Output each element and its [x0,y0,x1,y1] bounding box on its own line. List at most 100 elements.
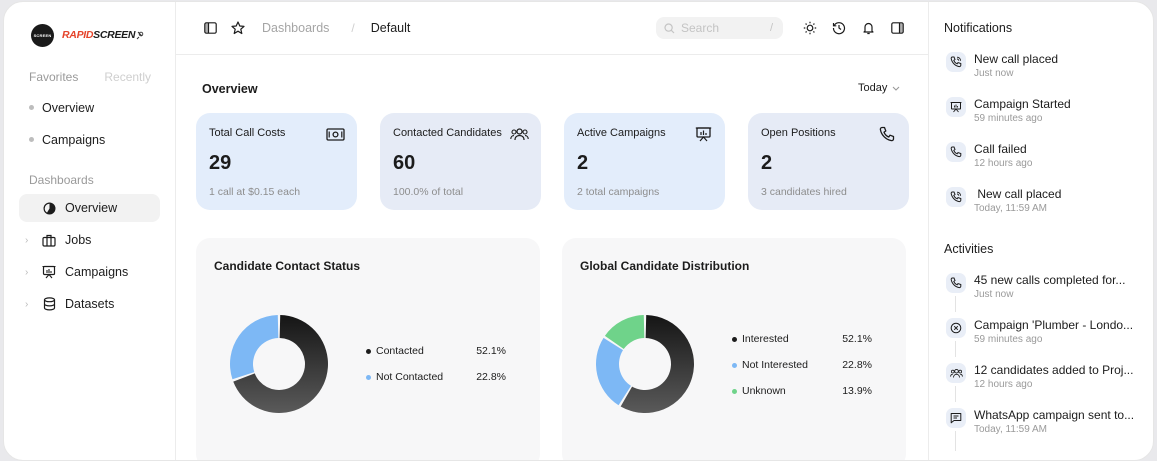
donut-slice-not-interested[interactable] [596,337,631,406]
sidebar-item-label: Jobs [65,233,92,247]
overview-title: Overview [202,82,258,96]
panel-toggle-icon[interactable] [889,20,905,36]
activity-item[interactable]: 45 new calls completed for... Just now [946,273,1125,300]
sidebar-item-label: Campaigns [65,265,129,279]
legend-item[interactable]: Not Contacted 22.8% [366,364,506,390]
logo-word-part2: SCREEN [93,29,136,41]
favorite-item-overview[interactable]: Overview [4,99,175,116]
bullet-dot [29,137,34,142]
notification-time: Today, 11:59 AM [974,203,1048,214]
star-icon[interactable] [230,20,246,36]
phone-call-icon [946,52,966,72]
tab-recently[interactable]: Recently [104,70,152,84]
legend-dot [732,362,737,368]
sidebar-item-jobs[interactable]: › Jobs [19,226,160,254]
card-title: Contacted Candidates [393,127,502,139]
activity-item[interactable]: 12 candidates added to Proj... 12 hours … [946,363,1133,390]
search-input[interactable]: Search / [656,17,783,39]
legend-item[interactable]: Contacted 52.1% [366,338,506,364]
sidebar-item-campaigns[interactable]: › Campaigns [19,258,160,286]
briefcase-icon [41,232,57,248]
legend-dot [366,348,371,354]
sidebar-item-overview[interactable]: Overview [19,194,160,222]
donut-chart [596,315,694,413]
search-shortcut: / [769,22,773,34]
legend-dot [732,336,737,342]
phone-icon [946,273,966,293]
stat-card-open-positions[interactable]: Open Positions 2 3 candidates hired [748,113,909,210]
breadcrumb-dashboards[interactable]: Dashboards [262,21,330,35]
card-title: Active Campaigns [577,127,666,139]
chart-legend: Interested 52.1% Not Interested 22.8% Unknow… [732,326,872,404]
timeline-line [955,296,956,312]
stat-card-active-campaigns[interactable]: Active Campaigns 2 2 total campaigns [564,113,725,210]
legend-value: 52.1% [476,345,506,357]
app-window: SCREEN RAPIDSCREEN Favorites Recently Ov… [3,1,1154,461]
activity-item[interactable]: Campaign 'Plumber - Londo... 59 minutes … [946,318,1133,345]
donut-slice-contacted[interactable] [233,315,328,413]
bell-icon[interactable] [860,20,876,36]
donut-slice-interested[interactable] [620,315,694,413]
legend-label: Not Interested [742,359,808,371]
sidebar-item-datasets[interactable]: › Datasets [19,290,160,318]
presentation-icon [41,264,57,280]
card-value: 2 [577,152,589,174]
timeline-line [955,341,956,357]
card-value: 29 [209,152,232,174]
donut-slice-not-contacted[interactable] [230,315,279,380]
notification-item[interactable]: Call failed 12 hours ago [946,142,1032,169]
legend-item[interactable]: Not Interested 22.8% [732,352,872,378]
stat-card-call-costs[interactable]: Total Call Costs 29 1 call at $0.15 each [196,113,357,210]
notification-item[interactable]: New call placed Today, 11:59 AM [946,187,1061,214]
legend-label: Not Contacted [376,371,444,383]
message-icon [946,408,966,428]
notification-item[interactable]: Campaign Started 59 minutes ago [946,97,1071,124]
sun-icon[interactable] [802,20,818,36]
period-select[interactable]: Today [858,82,900,94]
history-icon[interactable] [831,20,847,36]
sidebar-item-label: Overview [65,201,118,215]
stat-cards: Total Call Costs 29 1 call at $0.15 each… [196,113,909,210]
chevron-right-icon[interactable]: › [25,234,29,246]
card-subtitle: 100.0% of total [393,186,464,198]
card-title: Open Positions [761,127,836,139]
activity-item[interactable]: WhatsApp campaign sent to... Today, 11:5… [946,408,1134,435]
card-subtitle: 1 call at $0.15 each [209,186,301,198]
chart-panel-contact-status: Candidate Contact Status Contacted 52.1% N… [196,238,540,460]
logo-wordmark: RAPIDSCREEN [62,29,135,41]
breadcrumb-separator: / [351,21,355,35]
sidebar-toggle-icon[interactable] [202,20,218,36]
notification-text: New call placed [974,187,1062,201]
pie-chart-icon [41,200,57,216]
brand-logo[interactable]: SCREEN RAPIDSCREEN [4,22,175,48]
activity-time: Just now [974,289,1014,300]
sidebar: SCREEN RAPIDSCREEN Favorites Recently Ov… [4,2,176,460]
chevron-right-icon[interactable]: › [25,266,29,278]
users-icon [946,363,966,383]
chevron-down-icon [892,86,900,91]
card-value: 60 [393,152,416,174]
x-circle-icon [946,318,966,338]
favorite-item-label: Overview [42,100,95,115]
breadcrumb-default: Default [370,21,411,35]
sidebar-item-label: Datasets [65,297,115,311]
notification-time: 59 minutes ago [974,113,1043,124]
topbar: Dashboards / Default Search / [176,2,928,55]
timeline-line [955,386,956,402]
stat-card-contacted-candidates[interactable]: Contacted Candidates 60 100.0% of total [380,113,541,210]
favorites-tabs: Favorites Recently [4,70,175,84]
tab-favorites[interactable]: Favorites [29,70,79,84]
favorite-item-campaigns[interactable]: Campaigns [4,131,175,148]
legend-value: 22.8% [476,371,506,383]
notification-time: Just now [974,68,1014,79]
card-subtitle: 2 total campaigns [577,186,660,198]
chevron-right-icon[interactable]: › [25,298,29,310]
notification-item[interactable]: New call placed Just now [946,52,1058,79]
card-subtitle: 3 candidates hired [761,186,847,198]
donut-slice-unknown[interactable] [604,315,645,350]
microphone-icon [136,31,144,40]
legend-value: 52.1% [842,333,872,345]
legend-item[interactable]: Unknown 13.9% [732,378,872,404]
legend-item[interactable]: Interested 52.1% [732,326,872,352]
activity-time: Today, 11:59 AM [974,424,1048,435]
